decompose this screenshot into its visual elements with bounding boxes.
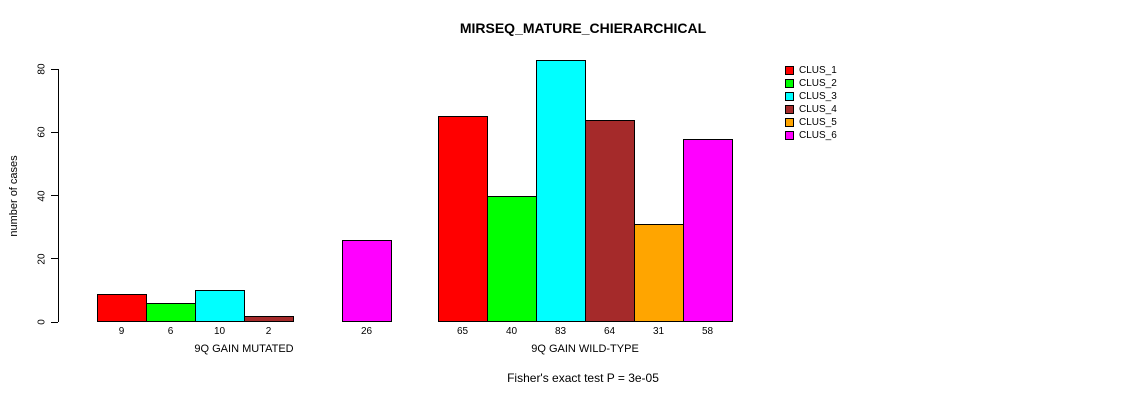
bar-clus_6 [683,138,733,322]
bar-clus_2 [146,303,196,322]
y-tick-mark [51,131,58,133]
bar-value-label: 64 [603,326,616,337]
bar-value-label: 9 [118,326,125,337]
group-label: 9Q GAIN MUTATED [194,343,294,355]
bar-value-label: 58 [701,326,714,337]
bar-clus_3 [536,59,586,322]
bar-clus_1 [97,293,147,322]
y-tick-mark [51,195,58,196]
legend-item: CLUS_2 [785,77,837,90]
legend-label: CLUS_4 [799,104,837,115]
legend-swatch-icon [785,105,794,114]
bar-value-label: 26 [360,326,373,337]
legend-item: CLUS_5 [785,116,837,129]
bar-clus_6 [342,239,392,322]
legend-label: CLUS_3 [799,91,837,102]
legend-label: CLUS_5 [799,117,837,128]
y-axis-line [58,69,59,322]
legend-item: CLUS_6 [785,129,837,142]
legend-label: CLUS_6 [799,130,837,141]
y-tick-label: 20 [36,253,48,265]
legend-item: CLUS_4 [785,103,837,116]
bar-value-label: 65 [456,326,469,337]
bar-clus_5 [634,223,684,322]
bar-value-label: 10 [213,326,226,337]
y-tick-mark [51,321,58,323]
y-axis-label: number of cases [8,155,20,237]
bar-value-label: 31 [652,326,665,337]
bar-clus_4 [244,315,294,322]
y-tick-label: 40 [36,189,48,202]
bar-clus_3 [195,290,245,322]
legend-label: CLUS_2 [799,78,837,89]
bar-value-label: 83 [554,326,567,337]
y-tick-label: 60 [36,126,48,138]
legend-swatch-icon [785,92,794,101]
bar-clus_4 [585,119,635,322]
y-tick-label: 0 [36,319,48,325]
legend: CLUS_1 CLUS_2 CLUS_3 CLUS_4 CLUS_5 CLUS_6 [785,64,837,142]
bar-value-label: 6 [167,326,174,337]
annotation-text: Fisher's exact test P = 3e-05 [507,371,659,385]
bar-value-label: 2 [265,326,272,337]
legend-swatch-icon [785,131,794,140]
legend-item: CLUS_1 [785,64,837,77]
chart-title: MIRSEQ_MATURE_CHIERARCHICAL [459,20,707,36]
legend-swatch-icon [785,66,794,75]
bar-value-label: 40 [505,326,518,337]
legend-swatch-icon [785,118,794,127]
legend-swatch-icon [785,79,794,88]
y-tick-label: 80 [36,63,48,75]
y-tick-mark [51,258,58,260]
legend-label: CLUS_1 [799,65,837,76]
bar-clus_1 [438,116,488,322]
y-tick-mark [51,68,58,70]
bar-clus_2 [487,195,537,322]
group-label: 9Q GAIN WILD-TYPE [531,343,639,355]
legend-item: CLUS_3 [785,90,837,103]
